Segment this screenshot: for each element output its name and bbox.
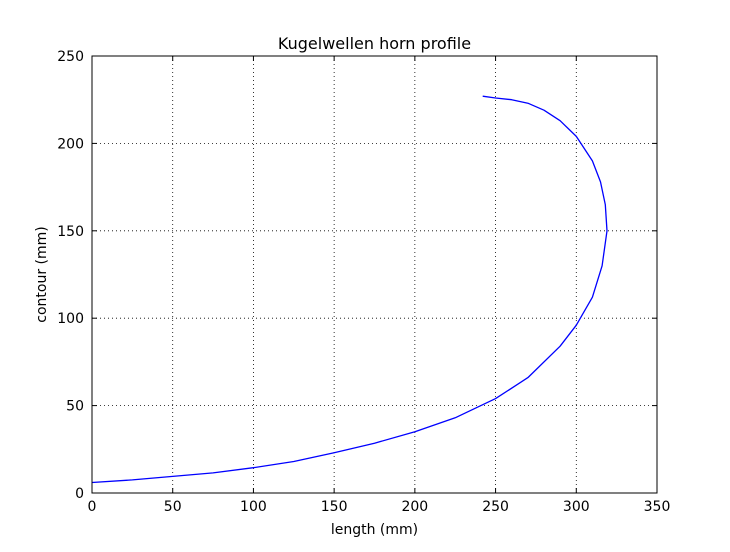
x-tick-label: 350 bbox=[644, 499, 671, 515]
chart-title: Kugelwellen horn profile bbox=[278, 34, 471, 53]
x-tick-label: 150 bbox=[321, 499, 348, 515]
y-tick-label: 150 bbox=[57, 224, 84, 240]
x-tick-label: 250 bbox=[482, 499, 509, 515]
plot-area bbox=[92, 56, 657, 493]
ticks: 0 50 100 150 200 250 300 350 0 50 100 150 200 250 bbox=[57, 49, 670, 515]
y-tick-label: 0 bbox=[75, 486, 84, 502]
plot-frame bbox=[91, 55, 658, 494]
series-layer bbox=[91, 95, 608, 484]
grid bbox=[92, 56, 657, 493]
x-tick-label: 100 bbox=[240, 499, 267, 515]
y-tick-label: 50 bbox=[66, 399, 84, 415]
x-tick-label: 300 bbox=[563, 499, 590, 515]
horn-profile-line bbox=[91, 95, 608, 484]
x-tick-label: 200 bbox=[401, 499, 428, 515]
y-tick-label: 100 bbox=[57, 311, 84, 327]
y-tick-label: 200 bbox=[57, 136, 84, 152]
y-axis-label: contour (mm) bbox=[34, 226, 50, 322]
y-tick-label: 250 bbox=[57, 49, 84, 65]
x-tick-label: 50 bbox=[164, 499, 182, 515]
x-tick-label: 0 bbox=[88, 499, 97, 515]
x-axis-label: length (mm) bbox=[331, 522, 418, 538]
